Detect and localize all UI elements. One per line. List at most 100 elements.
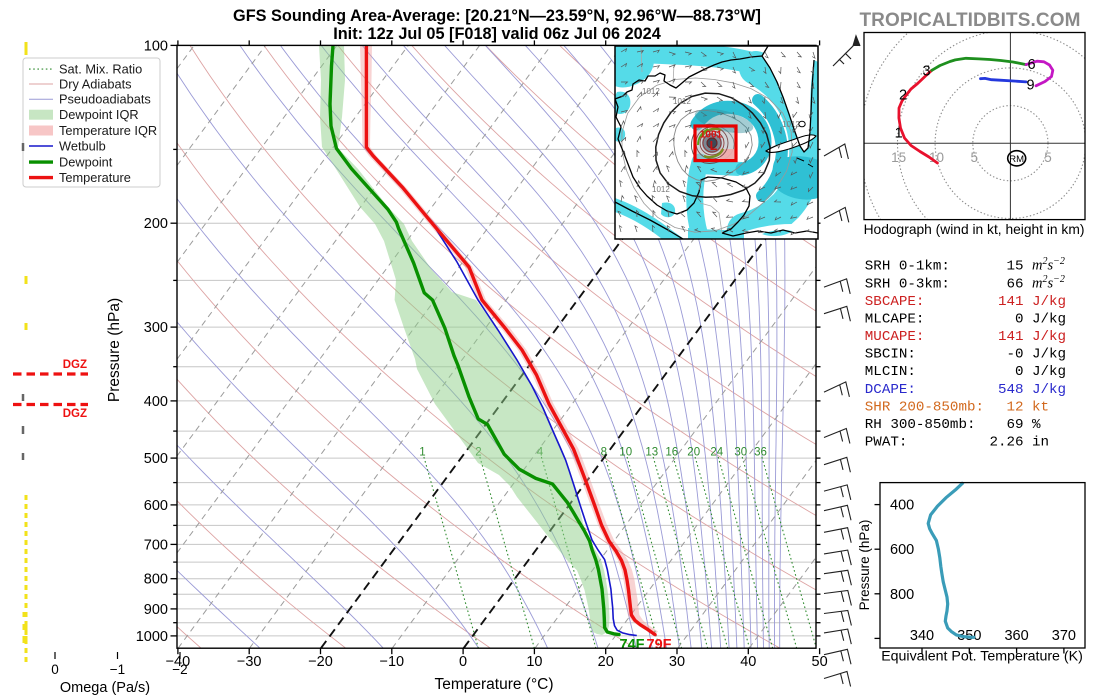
svg-text:548: 548 xyxy=(998,382,1024,398)
svg-text:MLCIN:: MLCIN: xyxy=(865,364,916,380)
svg-text:79F: 79F xyxy=(647,637,672,653)
svg-text:12: 12 xyxy=(1006,399,1023,415)
svg-text:−30: −30 xyxy=(237,654,262,670)
svg-text:40: 40 xyxy=(740,654,756,670)
svg-text:Temperature (°C): Temperature (°C) xyxy=(434,676,553,693)
svg-text:J/kg: J/kg xyxy=(1032,329,1066,345)
svg-text:L: L xyxy=(710,139,718,153)
svg-text:0: 0 xyxy=(1015,311,1024,327)
svg-text:DGZ: DGZ xyxy=(63,408,87,420)
svg-text:Dry Adiabats: Dry Adiabats xyxy=(59,77,132,92)
svg-text:1000: 1000 xyxy=(136,629,168,645)
svg-text:6: 6 xyxy=(1027,57,1035,73)
svg-text:Hodograph (wind in kt, height: Hodograph (wind in kt, height in km) xyxy=(864,222,1085,237)
svg-text:69: 69 xyxy=(1006,417,1023,433)
svg-text:30: 30 xyxy=(734,447,747,459)
svg-text:Pressure (hPa): Pressure (hPa) xyxy=(106,298,123,402)
svg-text:50: 50 xyxy=(812,654,828,670)
svg-text:74F: 74F xyxy=(620,637,645,653)
svg-text:Pseudoadiabats: Pseudoadiabats xyxy=(59,92,151,107)
svg-text:13: 13 xyxy=(645,447,658,459)
svg-text:400: 400 xyxy=(144,394,168,410)
svg-text:SRH 0-3km:: SRH 0-3km: xyxy=(865,276,950,292)
svg-text:−1: −1 xyxy=(110,662,125,677)
svg-text:0: 0 xyxy=(459,654,467,670)
svg-text:15: 15 xyxy=(1006,259,1023,275)
svg-text:TROPICALTIDBITS.COM: TROPICALTIDBITS.COM xyxy=(859,10,1080,31)
svg-text:200: 200 xyxy=(144,216,168,232)
svg-text:9: 9 xyxy=(1026,78,1034,94)
svg-text:300: 300 xyxy=(144,320,168,336)
svg-text:kt: kt xyxy=(1032,399,1049,415)
svg-text:−40: −40 xyxy=(166,654,191,670)
svg-text:600: 600 xyxy=(890,542,914,558)
svg-text:36: 36 xyxy=(754,447,767,459)
svg-text:SRH 0-1km:: SRH 0-1km: xyxy=(865,259,950,275)
svg-text:SBCAPE:: SBCAPE: xyxy=(865,294,925,310)
svg-text:in: in xyxy=(1032,435,1049,451)
svg-text:1012: 1012 xyxy=(652,185,670,194)
svg-text:141: 141 xyxy=(998,294,1024,310)
svg-text:RM: RM xyxy=(1009,154,1024,165)
svg-text:J/kg: J/kg xyxy=(1032,311,1066,327)
svg-text:−10: −10 xyxy=(379,654,404,670)
svg-text:1012: 1012 xyxy=(673,97,691,106)
svg-text:360: 360 xyxy=(1004,628,1028,644)
svg-text:0: 0 xyxy=(1015,364,1024,380)
svg-text:−20: −20 xyxy=(308,654,333,670)
svg-text:J/kg: J/kg xyxy=(1032,294,1066,310)
svg-text:Init: 12z Jul 05 [F018] valid: Init: 12z Jul 05 [F018] valid 06z Jul 06… xyxy=(333,25,661,43)
svg-text:J/kg: J/kg xyxy=(1032,364,1066,380)
svg-text:5: 5 xyxy=(970,150,978,165)
svg-text:PWAT:: PWAT: xyxy=(865,435,908,451)
svg-text:SBCIN:: SBCIN: xyxy=(865,347,916,363)
svg-text:Equivalent Pot. Temperature (K: Equivalent Pot. Temperature (K) xyxy=(881,649,1083,665)
svg-text:141: 141 xyxy=(998,329,1024,345)
svg-text:100: 100 xyxy=(144,38,168,54)
svg-text:Dewpoint IQR: Dewpoint IQR xyxy=(59,107,139,122)
svg-text:Temperature: Temperature xyxy=(59,170,131,185)
svg-text:1: 1 xyxy=(895,126,903,142)
svg-text:24: 24 xyxy=(710,447,723,459)
svg-text:%: % xyxy=(1032,417,1041,433)
svg-text:Omega (Pa/s): Omega (Pa/s) xyxy=(60,680,150,696)
svg-text:66: 66 xyxy=(1006,276,1023,292)
svg-text:1001: 1001 xyxy=(700,130,723,141)
svg-text:370: 370 xyxy=(1052,628,1076,644)
svg-text:1: 1 xyxy=(419,447,425,459)
svg-text:RH 300-850mb:: RH 300-850mb: xyxy=(865,417,976,433)
svg-text:-0: -0 xyxy=(1006,347,1023,363)
svg-text:DCAPE:: DCAPE: xyxy=(865,382,916,398)
svg-text:15: 15 xyxy=(891,150,906,165)
svg-text:2.26: 2.26 xyxy=(989,435,1023,451)
svg-text:30: 30 xyxy=(669,654,685,670)
svg-text:16: 16 xyxy=(665,447,678,459)
svg-text:400: 400 xyxy=(890,498,914,514)
svg-text:MLCAPE:: MLCAPE: xyxy=(865,311,925,327)
svg-text:10: 10 xyxy=(619,447,632,459)
svg-text:J/kg: J/kg xyxy=(1032,382,1066,398)
svg-text:600: 600 xyxy=(144,498,168,514)
svg-text:DGZ: DGZ xyxy=(63,359,87,371)
svg-text:Pressure (hPa): Pressure (hPa) xyxy=(857,520,872,611)
svg-text:J/kg: J/kg xyxy=(1032,347,1066,363)
svg-text:10: 10 xyxy=(526,654,542,670)
svg-text:8: 8 xyxy=(601,447,607,459)
svg-text:GFS Sounding Area-Average: [20: GFS Sounding Area-Average: [20.21°N—23.5… xyxy=(233,7,761,25)
svg-text:5: 5 xyxy=(1044,150,1052,165)
svg-text:800: 800 xyxy=(890,587,914,603)
svg-text:0: 0 xyxy=(51,662,59,677)
svg-text:Temperature IQR: Temperature IQR xyxy=(59,123,157,138)
svg-text:SHR 200-850mb:: SHR 200-850mb: xyxy=(865,399,984,415)
svg-text:Wetbulb: Wetbulb xyxy=(59,139,106,154)
svg-text:700: 700 xyxy=(144,537,168,553)
svg-text:20: 20 xyxy=(598,654,614,670)
svg-text:800: 800 xyxy=(144,572,168,588)
svg-text:500: 500 xyxy=(144,451,168,467)
svg-text:20: 20 xyxy=(687,447,700,459)
svg-text:1012: 1012 xyxy=(642,87,660,96)
svg-text:900: 900 xyxy=(144,602,168,618)
svg-text:Sat. Mix. Ratio: Sat. Mix. Ratio xyxy=(59,62,142,77)
svg-text:2: 2 xyxy=(899,88,907,104)
svg-text:1012: 1012 xyxy=(782,120,800,129)
